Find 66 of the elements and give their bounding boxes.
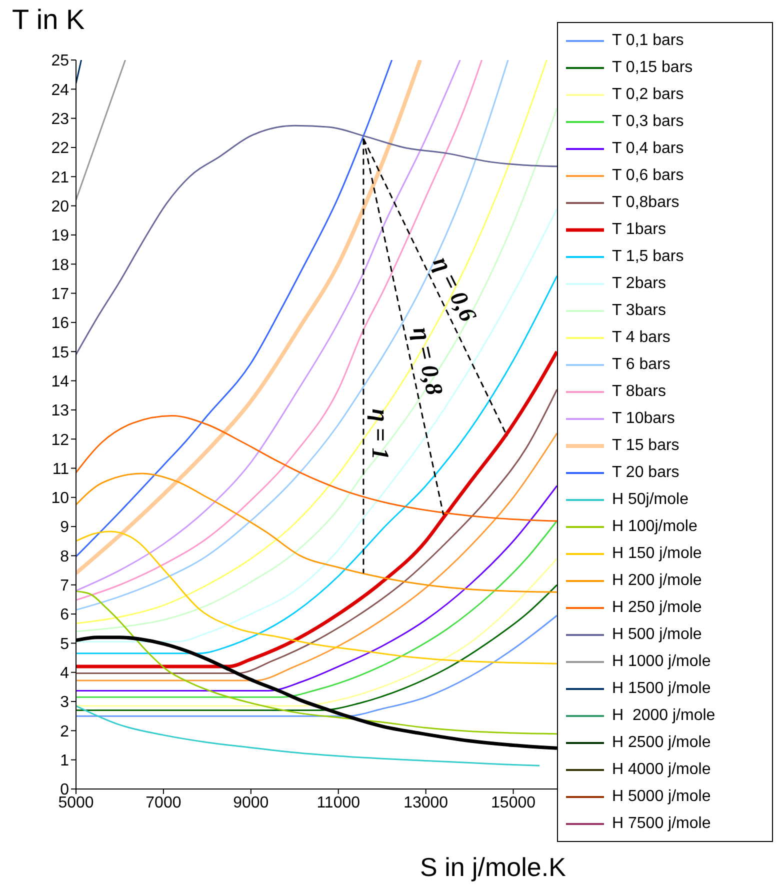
x-tick-label: 5000 [58,794,94,812]
legend-label: T 10bars [612,410,675,428]
y-tick-label: 3 [60,694,70,712]
legend-label: T 15 bars [612,436,680,454]
y-tick-label: 24 [51,82,70,99]
legend-label: T 0,15 bars [612,58,693,76]
x-tick-label: 7000 [146,794,182,812]
y-tick-label: 17 [51,286,70,303]
legend-label: H 4000 j/mole [612,760,711,778]
legend-label: T 1bars [612,220,666,238]
legend-label: T 3bars [612,302,666,320]
y-tick-label: 4 [60,665,70,682]
legend-label: T 0,2 bars [612,86,684,104]
y-tick-label: 25 [51,52,70,70]
legend-label: H 5000 j/mole [612,788,711,806]
legend-label: T 6 bars [612,356,670,374]
x-tick-label: 11000 [316,794,360,812]
y-tick-label: 8 [60,548,70,566]
annotation: η = 0,6 [427,252,481,326]
x-tick-label: 13000 [404,794,448,812]
legend-label: T 0,1 bars [612,32,684,50]
y-tick-label: 21 [51,169,70,186]
y-tick-label: 11 [52,460,70,478]
y-tick-label: 6 [60,606,70,624]
legend-label: H 500 j/mole [612,626,702,644]
x-tick-label: 15000 [491,794,536,812]
y-tick-label: 22 [51,140,70,158]
y-tick-label: 14 [51,373,70,390]
y-tick-label: 15 [51,344,70,362]
legend-label: H 50j/mole [612,490,688,508]
y-tick-label: 18 [51,256,70,274]
legend-label: T 2bars [612,274,666,292]
y-tick-label: 10 [51,490,70,508]
legend-label: T 0,8bars [612,194,680,212]
annotation: η = 0,8 [407,324,447,398]
y-tick-label: 20 [51,198,70,216]
legend-label: H 1500 j/mole [612,680,711,698]
legend-label: H 200 j/mole [612,572,702,590]
y-tick-label: 13 [51,402,70,420]
legend-label: T 8bars [612,382,666,400]
legend-label: H 2000 j/mole [612,706,716,724]
legend-label: T 0,3 bars [612,112,684,130]
y-tick-label: 5 [60,636,70,653]
legend-label: H 1000 j/mole [612,652,711,670]
x-tick-label: 9000 [233,794,269,812]
legend-label: H 100j/mole [612,518,698,536]
y-tick-label: 19 [51,228,70,245]
legend-label: T 20 bars [612,464,680,482]
legend-label: H 2500 j/mole [612,734,711,752]
y-tick-label: 23 [51,111,70,128]
legend-label: H 7500 j/mole [612,814,711,832]
legend-label: H 150 j/mole [612,544,702,562]
y-tick-label: 7 [60,578,70,595]
y-tick-label: 12 [51,432,70,449]
y-tick-label: 2 [60,723,70,740]
legend-label: T 0,4 bars [612,140,684,158]
x-axis-title: S in j/mole.K [420,852,566,883]
y-axis-title: T in K [12,4,85,36]
y-tick-label: 16 [51,315,70,332]
y-tick-label: 9 [60,519,70,536]
legend-label: T 0,6 bars [612,166,684,184]
legend-label: H 250 j/mole [612,598,702,616]
annotation: η = 1 [366,408,392,460]
y-tick-label: 1 [60,752,70,770]
legend-label: T 1,5 bars [612,248,684,266]
legend-label: T 4 bars [612,328,670,346]
